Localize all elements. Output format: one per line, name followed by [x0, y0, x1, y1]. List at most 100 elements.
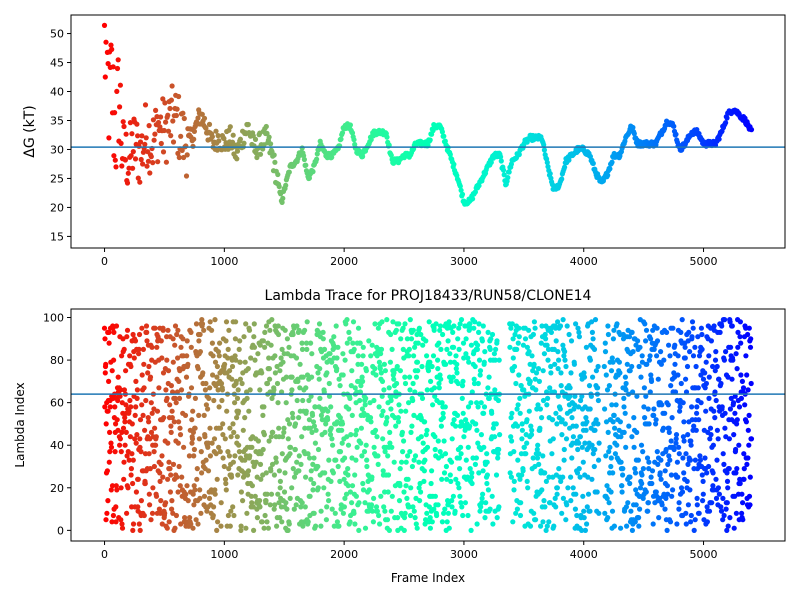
data-point: [357, 397, 363, 404]
data-point: [722, 410, 728, 416]
data-point: [236, 346, 242, 352]
data-point: [411, 508, 417, 514]
data-point: [289, 374, 295, 380]
data-point: [385, 472, 392, 478]
data-point: [436, 380, 442, 387]
data-point: [714, 457, 720, 463]
data-point: [286, 169, 292, 175]
data-point: [271, 472, 277, 478]
data-point: [310, 169, 316, 175]
data-point: [286, 344, 292, 350]
data-point: [387, 440, 393, 446]
data-point: [507, 470, 513, 476]
data-point: [581, 370, 587, 376]
data-point: [137, 436, 143, 442]
data-point: [240, 474, 247, 480]
data-point: [462, 500, 468, 506]
data-point: [529, 353, 535, 359]
data-point: [675, 372, 681, 378]
data-point: [622, 374, 629, 380]
data-point: [672, 342, 678, 348]
data-point: [189, 440, 195, 446]
data-point: [627, 474, 633, 480]
data-point: [206, 495, 213, 501]
data-point: [139, 133, 145, 139]
data-point: [340, 372, 346, 378]
data-point: [273, 455, 279, 461]
data-point: [101, 325, 108, 331]
data-point: [381, 361, 387, 367]
data-point: [649, 480, 655, 487]
data-point: [619, 489, 625, 495]
data-point: [384, 317, 390, 323]
data-point: [528, 432, 535, 438]
data-point: [101, 22, 108, 28]
data-point: [231, 512, 237, 519]
data-point: [207, 453, 213, 459]
data-point: [322, 429, 328, 435]
data-point: [333, 323, 339, 329]
data-point: [118, 517, 124, 523]
data-point: [264, 491, 270, 497]
data-point: [175, 150, 181, 156]
data-point: [351, 346, 357, 352]
data-point: [620, 472, 626, 478]
data-point: [167, 489, 173, 495]
data-point: [272, 370, 278, 376]
data-point: [717, 329, 723, 335]
data-point: [215, 387, 221, 393]
data-point: [343, 491, 350, 497]
data-point: [581, 508, 587, 514]
data-point: [227, 368, 233, 374]
data-point: [564, 323, 570, 329]
data-point: [519, 421, 525, 427]
data-point: [558, 478, 564, 484]
data-point: [207, 319, 213, 325]
data-point: [636, 363, 642, 370]
data-point: [679, 489, 686, 495]
data-point: [330, 442, 336, 448]
data-point: [389, 393, 395, 399]
data-point: [433, 321, 439, 327]
data-point: [348, 383, 354, 389]
data-point: [573, 423, 579, 429]
data-point: [268, 434, 274, 440]
data-point: [146, 419, 152, 425]
data-point: [326, 393, 333, 399]
data-point: [554, 491, 560, 497]
data-point: [696, 353, 703, 359]
data-point: [204, 508, 210, 514]
data-point: [267, 327, 273, 333]
data-point: [577, 474, 583, 480]
data-point: [634, 429, 640, 435]
data-point: [329, 359, 335, 365]
data-point: [527, 361, 533, 367]
data-point: [315, 485, 321, 491]
data-point: [309, 351, 315, 357]
data-point: [671, 446, 677, 453]
data-point: [137, 179, 143, 185]
data-point: [534, 455, 541, 461]
data-point: [732, 493, 738, 499]
data-point: [425, 368, 432, 374]
data-point: [727, 515, 733, 521]
data-point: [315, 370, 321, 376]
data-point: [121, 459, 127, 465]
data-point: [396, 498, 403, 504]
data-point: [432, 393, 438, 399]
data-point: [314, 151, 320, 157]
data-point: [360, 480, 366, 487]
data-point: [137, 444, 143, 450]
data-point: [592, 427, 598, 433]
data-point: [215, 133, 221, 139]
data-point: [372, 366, 378, 372]
data-point: [393, 423, 399, 429]
data-point: [655, 376, 661, 382]
data-point: [114, 417, 120, 423]
data-point: [132, 156, 139, 162]
data-point: [713, 349, 719, 355]
data-point: [110, 512, 116, 519]
data-point: [123, 429, 129, 435]
data-point: [745, 455, 751, 461]
data-point: [408, 336, 415, 342]
